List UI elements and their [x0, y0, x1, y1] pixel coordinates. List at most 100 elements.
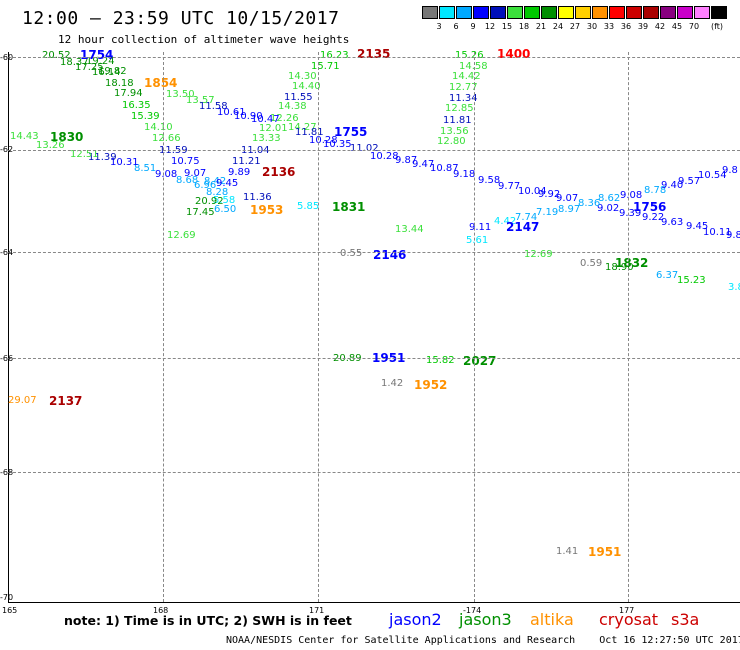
legend-swatch — [541, 6, 557, 19]
swh-reading: 8.36 — [578, 198, 601, 209]
pass-time-label: 2147 — [506, 220, 540, 234]
swh-reading: 6.96 — [194, 180, 217, 191]
swh-reading: 19.24 — [86, 56, 115, 67]
swh-reading: 11.36 — [243, 192, 272, 203]
swh-reading: 18.18 — [105, 78, 134, 89]
legend-tick-label: 36 — [620, 22, 632, 31]
longitude-label: 171 — [309, 606, 325, 615]
pass-time-label: 1400 — [497, 47, 531, 61]
swh-reading: 10.47 — [251, 114, 280, 125]
swh-reading: 10.54 — [698, 170, 727, 181]
legend-swatch — [711, 6, 727, 19]
swh-reading: 14.38 — [278, 101, 307, 112]
swh-reading: 14.27 — [288, 122, 317, 133]
longitude-label: 177 — [619, 606, 635, 615]
swh-reading: 11.55 — [284, 92, 313, 103]
swh-reading: 10.04 — [518, 186, 547, 197]
meridian-line — [163, 52, 164, 602]
swh-reading: 8.51 — [134, 163, 157, 174]
swh-reading: 10.28 — [309, 135, 338, 146]
swh-reading: 1.42 — [381, 378, 404, 389]
meridian-line — [474, 52, 475, 602]
swh-reading: 13.33 — [252, 133, 281, 144]
legend-swatch — [660, 6, 676, 19]
swh-reading: 11.02 — [350, 143, 379, 154]
swh-reading: 17.45 — [186, 207, 215, 218]
swh-reading: 11.39 — [88, 152, 117, 163]
latitude-label: -68 — [0, 468, 14, 477]
parallel-line — [8, 252, 740, 253]
swh-reading: 12.69 — [167, 230, 196, 241]
swh-reading: 16.23 — [320, 50, 349, 61]
satellite-name: jason3 — [459, 610, 512, 629]
pass-time-label: 2146 — [373, 248, 407, 262]
swh-reading: 9.40 — [661, 180, 684, 191]
legend-tick-label: 33 — [603, 22, 615, 31]
swh-reading: 9.45 — [686, 221, 709, 232]
legend-swatch — [677, 6, 693, 19]
legend-swatch — [490, 6, 506, 19]
legend-tick-label: 12 — [484, 22, 496, 31]
swh-reading: 12.66 — [152, 133, 181, 144]
pass-time-label: 1832 — [615, 256, 649, 270]
pass-time-label: 1952 — [414, 378, 448, 392]
latitude-label: -62 — [0, 145, 14, 154]
swh-reading: 9.02 — [597, 203, 620, 214]
swh-reading: 9.18 — [453, 169, 476, 180]
swh-reading: 8.42 — [204, 176, 227, 187]
longitude-label: -174 — [463, 606, 482, 615]
swh-reading: 7.74 — [515, 212, 538, 223]
longitude-label: 168 — [153, 606, 169, 615]
swh-reading: 15.26 — [455, 50, 484, 61]
swh-reading: 4.42 — [494, 216, 517, 227]
swh-reading: 9.22 — [642, 212, 665, 223]
swh-reading: 9.92 — [538, 189, 561, 200]
pass-time-label: 1754 — [80, 48, 114, 62]
swh-reading: 9.58 — [478, 175, 501, 186]
swh-reading: 9.57 — [678, 176, 701, 187]
swh-reading: 11.81 — [295, 127, 324, 138]
pass-time-label: 2027 — [463, 354, 497, 368]
swh-reading: 12.85 — [445, 103, 474, 114]
swh-reading: 13.57 — [186, 95, 215, 106]
legend-swatch — [575, 6, 591, 19]
swh-reading: 11.04 — [241, 145, 270, 156]
pass-time-label: 1951 — [588, 545, 622, 559]
legend-swatch — [422, 6, 438, 19]
legend-tick-label: 21 — [535, 22, 547, 31]
swh-reading: 8.97 — [558, 204, 581, 215]
footer-note: note: 1) Time is in UTC; 2) SWH is in fe… — [64, 613, 352, 628]
swh-reading: 9.8 — [726, 230, 740, 241]
legend-tick-label: 6 — [453, 22, 459, 31]
credit-line: NOAA/NESDIS Center for Satellite Applica… — [226, 635, 740, 646]
parallel-line — [8, 472, 740, 473]
legend-unit: (ft) — [711, 22, 724, 31]
latitude-label: -64 — [0, 248, 14, 257]
parallel-line — [8, 57, 740, 58]
swh-reading: 5.85 — [297, 201, 320, 212]
swh-reading: 10.31 — [110, 157, 139, 168]
satellite-name: altika — [530, 610, 574, 629]
swh-reading: 20.89 — [333, 353, 362, 364]
latitude-label: -60 — [0, 53, 14, 62]
legend-swatch — [456, 6, 472, 19]
swh-reading: 9.08 — [620, 190, 643, 201]
swh-reading: 20.92 — [195, 196, 224, 207]
swh-reading: 11.21 — [232, 156, 261, 167]
swh-reading: 17.94 — [114, 88, 143, 99]
swh-reading: 10.35 — [323, 139, 352, 150]
swh-reading: 14.43 — [10, 131, 39, 142]
swh-reading: 7.19 — [536, 207, 559, 218]
swh-reading: 9.89 — [228, 167, 251, 178]
swh-reading: 16.35 — [122, 100, 151, 111]
legend-tick-label: 15 — [501, 22, 513, 31]
satellite-name: s3a — [671, 610, 700, 629]
pass-time-label: 1755 — [334, 125, 368, 139]
legend-tick-label: 42 — [654, 22, 666, 31]
swh-reading: 10.61 — [217, 107, 246, 118]
pass-time-label: 1831 — [332, 200, 366, 214]
swh-reading: 19.82 — [98, 66, 127, 77]
swh-reading: 9.11 — [469, 222, 492, 233]
swh-reading: 5.58 — [213, 195, 236, 206]
